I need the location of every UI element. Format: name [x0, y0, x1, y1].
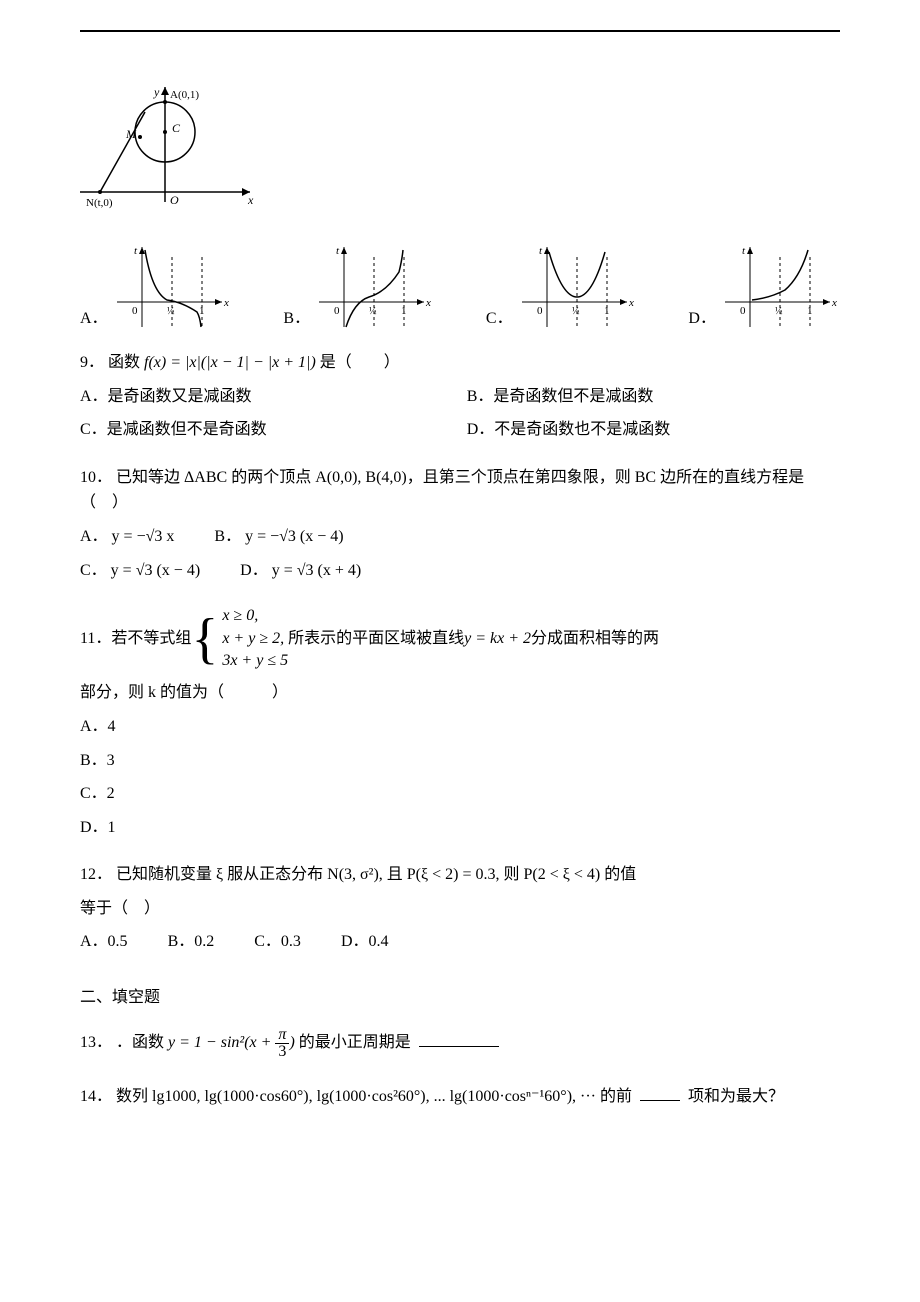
- option-c-graph: C． 0 ½ 1 t x: [486, 242, 637, 332]
- question-stem-pre: 若不等式组: [111, 626, 191, 652]
- option-d: D． y = √3 (x + 4): [240, 558, 361, 584]
- svg-text:1: 1: [807, 305, 813, 317]
- question-stem: 已知随机变量 ξ 服从正态分布 N(3, σ²), 且 P(ξ < 2) = 0…: [116, 866, 636, 883]
- option-c: C．是减函数但不是奇函数: [80, 417, 267, 443]
- question-10: 10． 已知等边 ΔABC 的两个顶点 A(0,0), B(4,0)，且第三个顶…: [80, 465, 840, 583]
- question-11: 11． 若不等式组 { x ≥ 0, x + y ≥ 2, 3x + y ≤ 5…: [80, 605, 840, 840]
- option-a: A．4: [80, 714, 840, 740]
- svg-text:½: ½: [572, 306, 580, 317]
- graph-option-label: D．: [688, 306, 716, 332]
- svg-text:O: O: [170, 193, 179, 207]
- question-stem: 已知等边 ΔABC 的两个顶点 A(0,0), B(4,0)，且第三个顶点在第四…: [80, 469, 804, 512]
- question-number: 12．: [80, 866, 112, 883]
- option-b: B．0.2: [168, 929, 215, 955]
- graph-options-row: A． 0 ½ 1 t x B． 0 ½ 1 t x C．: [80, 242, 840, 332]
- question-cont: 等于（ ）: [80, 896, 840, 922]
- option-a-graph: A． 0 ½ 1 t x: [80, 242, 232, 332]
- option-a: A．0.5: [80, 929, 128, 955]
- svg-text:0: 0: [537, 305, 543, 317]
- expr-pre: y = 1 − sin²(x +: [168, 1034, 275, 1051]
- svg-text:t: t: [134, 245, 138, 257]
- svg-text:1: 1: [401, 305, 407, 317]
- question-stem-pre: ．函数: [116, 1034, 168, 1051]
- ineq-line-1: x ≥ 0,: [222, 605, 288, 627]
- question-stem-post: 分成面积相等的两: [531, 626, 659, 652]
- svg-text:½: ½: [775, 306, 783, 317]
- section-2-title: 二、填空题: [80, 985, 840, 1011]
- svg-text:A(0,1): A(0,1): [170, 89, 199, 101]
- question-number: 14．: [80, 1088, 112, 1105]
- option-c: C． y = √3 (x − 4): [80, 558, 200, 584]
- option-c: C．2: [80, 781, 840, 807]
- svg-text:1: 1: [604, 305, 610, 317]
- option-d-graph: D． 0 ½ 1 t x: [688, 242, 840, 332]
- svg-text:M: M: [125, 127, 137, 141]
- svg-text:y: y: [153, 85, 160, 99]
- option-b-graph: B． 0 ½ 1 t x: [283, 242, 434, 332]
- question-stem-post: 项和为最大？: [688, 1088, 784, 1105]
- svg-text:0: 0: [132, 305, 138, 317]
- question-9: 9． 函数 f(x) = |x|(|x − 1| − |x + 1|) 是（ ）…: [80, 350, 840, 443]
- question-stem-post: 的最小正周期是: [299, 1034, 411, 1051]
- option-d: D．不是奇函数也不是减函数: [467, 417, 671, 443]
- option-b: B．是奇函数但不是减函数: [467, 384, 671, 410]
- svg-text:t: t: [539, 245, 543, 257]
- question-stem-mid: 的前: [600, 1088, 632, 1105]
- graph-option-label: A．: [80, 306, 108, 332]
- svg-text:t: t: [336, 245, 340, 257]
- frac-num: π: [275, 1027, 289, 1044]
- option-a: A．是奇函数又是减函数: [80, 384, 267, 410]
- option-a: A． y = −√3 x: [80, 524, 174, 550]
- sequence-expr: lg1000, lg(1000·cos60°), lg(1000·cos²60°…: [152, 1088, 596, 1105]
- question-stem-pre: 函数: [108, 354, 144, 371]
- fraction: π3: [275, 1027, 289, 1060]
- expr-post: ): [289, 1034, 294, 1051]
- question-number: 11．: [80, 626, 111, 652]
- svg-text:0: 0: [740, 305, 746, 317]
- svg-text:x: x: [223, 297, 229, 309]
- svg-text:N(t,0): N(t,0): [86, 197, 113, 209]
- svg-text:t: t: [742, 245, 746, 257]
- option-d: D．1: [80, 815, 840, 841]
- option-b: B．3: [80, 748, 840, 774]
- graph-option-label: C．: [486, 306, 513, 332]
- option-c: C．0.3: [254, 929, 301, 955]
- svg-text:x: x: [247, 193, 254, 207]
- ineq-line-2: x + y ≥ 2,: [222, 628, 288, 650]
- svg-text:½: ½: [167, 306, 175, 317]
- inequality-system: { x ≥ 0, x + y ≥ 2, 3x + y ≤ 5: [191, 605, 288, 672]
- svg-text:1: 1: [199, 305, 205, 317]
- line-equation: y = kx + 2: [464, 626, 531, 652]
- question-cont: 部分，则 k 的值为（ ）: [80, 680, 840, 706]
- circle-tangent-figure: y A(0,1) C M N(t,0) O x: [80, 82, 260, 222]
- svg-text:½: ½: [369, 306, 377, 317]
- question-stem-post: 是（ ）: [320, 354, 400, 371]
- question-13: 13． ．函数 y = 1 − sin²(x + π3) 的最小正周期是: [80, 1027, 840, 1060]
- option-b: B． y = −√3 (x − 4): [214, 524, 343, 550]
- question-12: 12． 已知随机变量 ξ 服从正态分布 N(3, σ²), 且 P(ξ < 2)…: [80, 862, 840, 955]
- option-d: D．0.4: [341, 929, 389, 955]
- ineq-line-3: 3x + y ≤ 5: [222, 650, 288, 672]
- question-expr: f(x) = |x|(|x − 1| − |x + 1|): [144, 354, 316, 371]
- main-figure: y A(0,1) C M N(t,0) O x: [80, 82, 840, 222]
- graph-option-label: B．: [283, 306, 310, 332]
- question-stem-pre: 数列: [116, 1088, 152, 1105]
- question-number: 13．: [80, 1034, 112, 1051]
- page-top-rule: [80, 30, 840, 32]
- fill-blank[interactable]: [640, 1082, 680, 1101]
- svg-text:x: x: [831, 297, 837, 309]
- svg-text:C: C: [172, 121, 181, 135]
- frac-den: 3: [275, 1044, 289, 1060]
- svg-text:x: x: [628, 297, 634, 309]
- question-number: 10．: [80, 469, 112, 486]
- question-14: 14． 数列 lg1000, lg(1000·cos60°), lg(1000·…: [80, 1082, 840, 1110]
- fill-blank[interactable]: [419, 1028, 499, 1047]
- question-number: 9．: [80, 354, 104, 371]
- question-stem-mid: 所表示的平面区域被直线: [288, 626, 464, 652]
- svg-text:0: 0: [334, 305, 340, 317]
- svg-text:x: x: [425, 297, 431, 309]
